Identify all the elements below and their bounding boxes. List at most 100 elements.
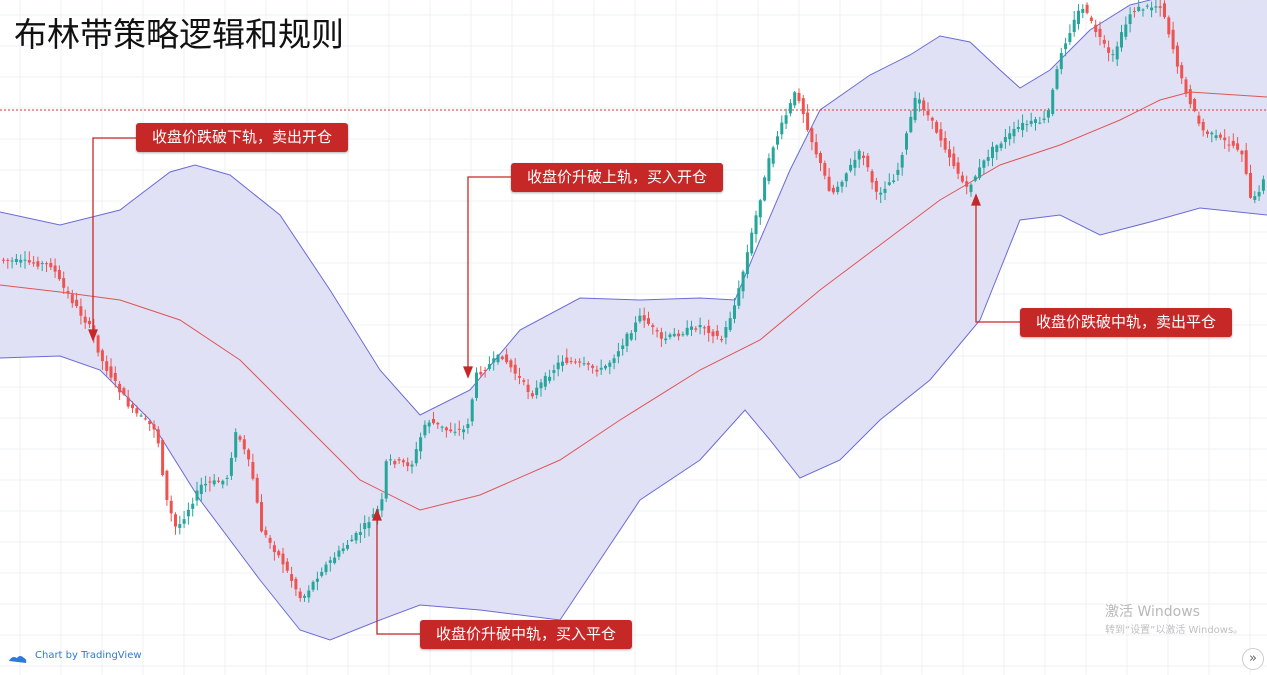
candle-body	[1253, 196, 1257, 200]
watermark-text: 转到“设置”以激活 Windows。	[1105, 625, 1244, 636]
candle-body	[234, 432, 238, 458]
candle-body	[1072, 19, 1076, 32]
candle-body	[505, 354, 509, 363]
candle-body	[1227, 144, 1231, 146]
candle-body	[354, 532, 358, 541]
candle-body	[917, 99, 921, 104]
candle-body	[371, 514, 375, 518]
candle-body	[40, 263, 44, 265]
candles	[2, 0, 1265, 603]
candle-body	[109, 366, 113, 378]
candle-body	[186, 509, 190, 517]
candle-body	[539, 382, 543, 389]
candle-body	[870, 171, 874, 183]
candle-body	[771, 147, 775, 164]
candle-body	[483, 370, 487, 372]
candle-body	[1012, 128, 1016, 137]
candle-body	[1184, 79, 1188, 94]
candle-body	[612, 358, 616, 363]
candle-body	[260, 501, 263, 532]
candle-body	[694, 328, 698, 330]
candle-body	[79, 306, 83, 316]
candle-body	[1124, 24, 1128, 37]
candle-body	[922, 100, 926, 111]
candle-body	[45, 263, 48, 265]
candle-body	[1016, 126, 1020, 130]
candle-body	[569, 361, 573, 363]
candle-body	[591, 365, 595, 368]
candle-body	[750, 232, 754, 254]
candle-body	[174, 514, 177, 527]
bollinger-band	[0, 0, 1267, 640]
candle-body	[113, 372, 117, 381]
candle-body	[892, 180, 896, 182]
candle-body	[758, 200, 762, 218]
candle-body	[475, 372, 478, 398]
annotation: 收盘价跌破下轨，卖出开仓	[136, 123, 349, 152]
candle-body	[604, 365, 607, 369]
candle-body	[199, 484, 203, 495]
candle-body	[926, 110, 930, 116]
candle-body	[1180, 65, 1184, 79]
candle-body	[1141, 9, 1145, 11]
candle-body	[715, 330, 719, 336]
candle-body	[1193, 99, 1197, 111]
candle-body	[148, 420, 152, 425]
candle-body	[599, 367, 603, 370]
candle-body	[797, 92, 801, 102]
candle-body	[896, 169, 900, 175]
candle-body	[1150, 7, 1154, 11]
annotation-arrows	[88, 137, 1020, 635]
candle-body	[978, 167, 982, 178]
candle-body	[225, 477, 229, 479]
candle-body	[995, 145, 999, 153]
candle-body	[492, 358, 496, 363]
candle-body	[178, 524, 182, 528]
watermark-title: 激活 Windows	[1105, 604, 1200, 620]
candle-body	[1188, 89, 1192, 105]
candle-body	[1154, 6, 1158, 8]
candle-body	[1231, 140, 1235, 146]
candle-body	[969, 184, 973, 193]
candle-body	[315, 578, 319, 582]
candle-body	[552, 370, 556, 373]
candle-body	[707, 325, 711, 333]
candle-body	[844, 173, 848, 182]
brand-link[interactable]: Chart by TradingView	[35, 650, 142, 661]
candle-body	[810, 128, 814, 143]
candle-body	[156, 429, 160, 444]
candle-body	[264, 530, 268, 536]
candle-body	[290, 574, 294, 581]
candle-body	[195, 490, 199, 501]
candle-body	[1042, 118, 1046, 120]
candle-body	[565, 357, 569, 364]
candle-body	[879, 192, 883, 195]
candle-body	[857, 150, 861, 160]
candle-body	[935, 121, 939, 133]
candle-body	[956, 162, 960, 174]
candle-body	[702, 327, 706, 329]
candle-body	[664, 338, 668, 341]
candle-body	[363, 523, 367, 530]
candle-body	[393, 460, 397, 465]
candle-body	[23, 259, 27, 261]
candle-body	[105, 361, 109, 371]
candle-body	[53, 265, 57, 272]
candle-body	[831, 187, 835, 193]
scroll-button[interactable]: »	[1242, 648, 1264, 670]
candle-body	[1201, 121, 1205, 131]
candle-body	[638, 315, 642, 322]
candle-body	[126, 397, 130, 407]
candle-body	[419, 437, 423, 452]
candle-body	[169, 500, 173, 514]
candle-body	[367, 522, 371, 529]
candle-body	[526, 384, 530, 393]
candle-body	[999, 143, 1003, 149]
candle-body	[616, 351, 620, 357]
candle-body	[135, 408, 139, 414]
candle-body	[1038, 122, 1042, 124]
candle-body	[341, 548, 345, 552]
candle-body	[1223, 137, 1227, 141]
candle-body	[836, 186, 840, 193]
candle-body	[281, 553, 285, 565]
